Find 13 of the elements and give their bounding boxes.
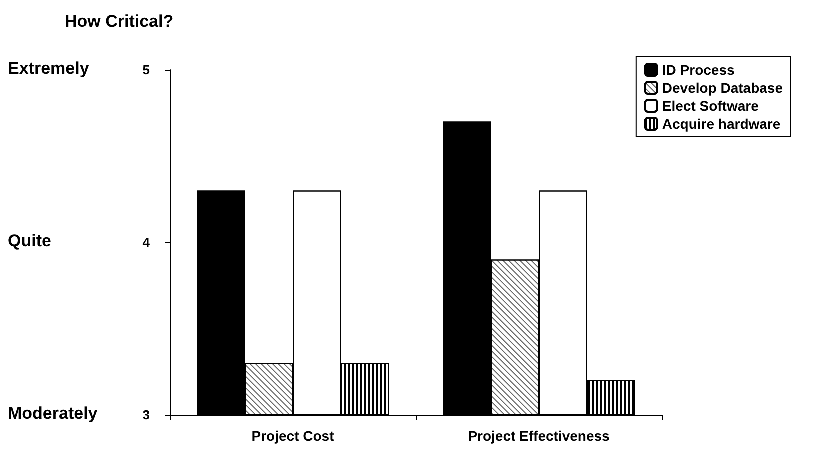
legend-label: Develop Database (662, 80, 784, 96)
text: Extremely (8, 59, 90, 78)
legend-label: Acquire hardware (662, 116, 781, 132)
y-tick-label: 4 (142, 235, 151, 250)
x-tick-label: Project Effectiveness (468, 428, 610, 444)
y-tick-label: 5 (142, 62, 150, 78)
chart-title: How Critical? (65, 12, 174, 31)
legend-label: ID Process (662, 62, 735, 78)
legend-label: Elect Software (662, 98, 760, 114)
text: Moderately (8, 404, 98, 423)
text: Quite (8, 232, 52, 250)
x-tick-label: Project Cost (252, 428, 335, 444)
y-tick-label: 3 (142, 408, 150, 422)
